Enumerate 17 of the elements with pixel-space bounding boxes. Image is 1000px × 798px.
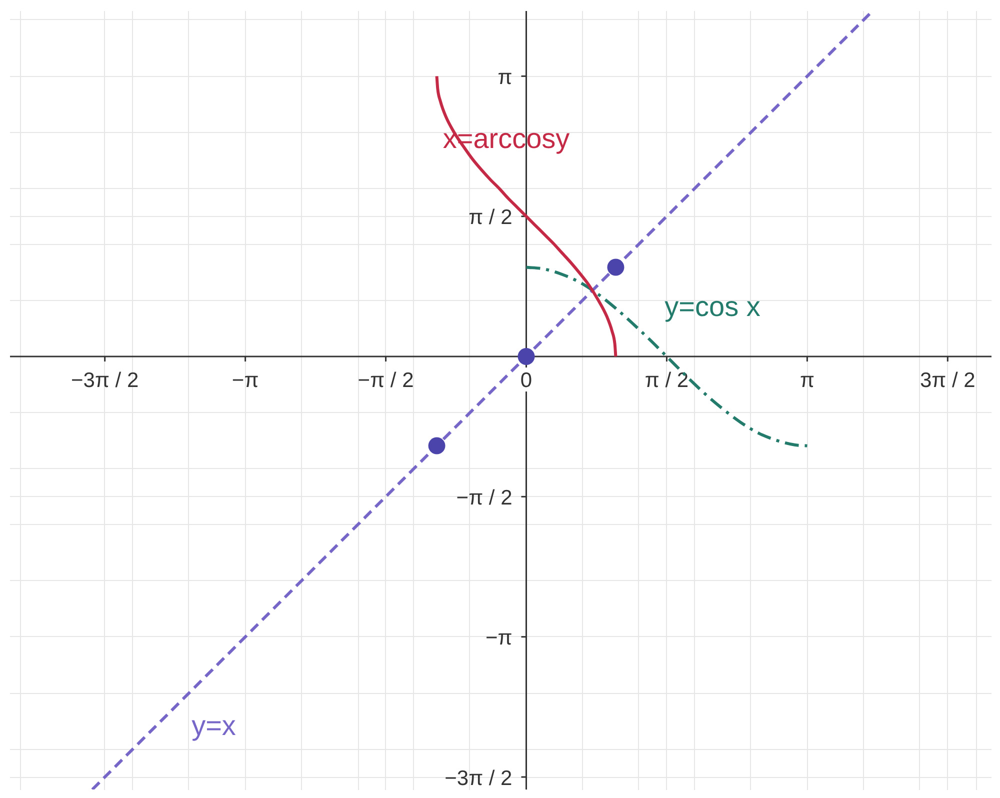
- series-label: y=x: [192, 710, 236, 741]
- x-tick-label: π: [800, 368, 814, 392]
- y-tick-label: π: [498, 66, 512, 89]
- y-tick-label: −3π / 2: [444, 766, 512, 790]
- x-tick-label: −π / 2: [358, 368, 414, 392]
- y-tick-label: −π / 2: [456, 486, 512, 510]
- line-series: [435, 74, 618, 358]
- point: [607, 258, 624, 276]
- x-tick-label: 3π / 2: [920, 368, 976, 392]
- series-label: y=cos x: [664, 291, 760, 322]
- y-tick-label: −π: [485, 626, 512, 650]
- x-tick-label: 0: [520, 368, 532, 392]
- point: [428, 437, 446, 454]
- x-tick-label: −π: [232, 368, 259, 392]
- x-tick-label: −3π / 2: [71, 368, 139, 392]
- y-tick-label: π / 2: [468, 206, 512, 230]
- point: [518, 348, 535, 366]
